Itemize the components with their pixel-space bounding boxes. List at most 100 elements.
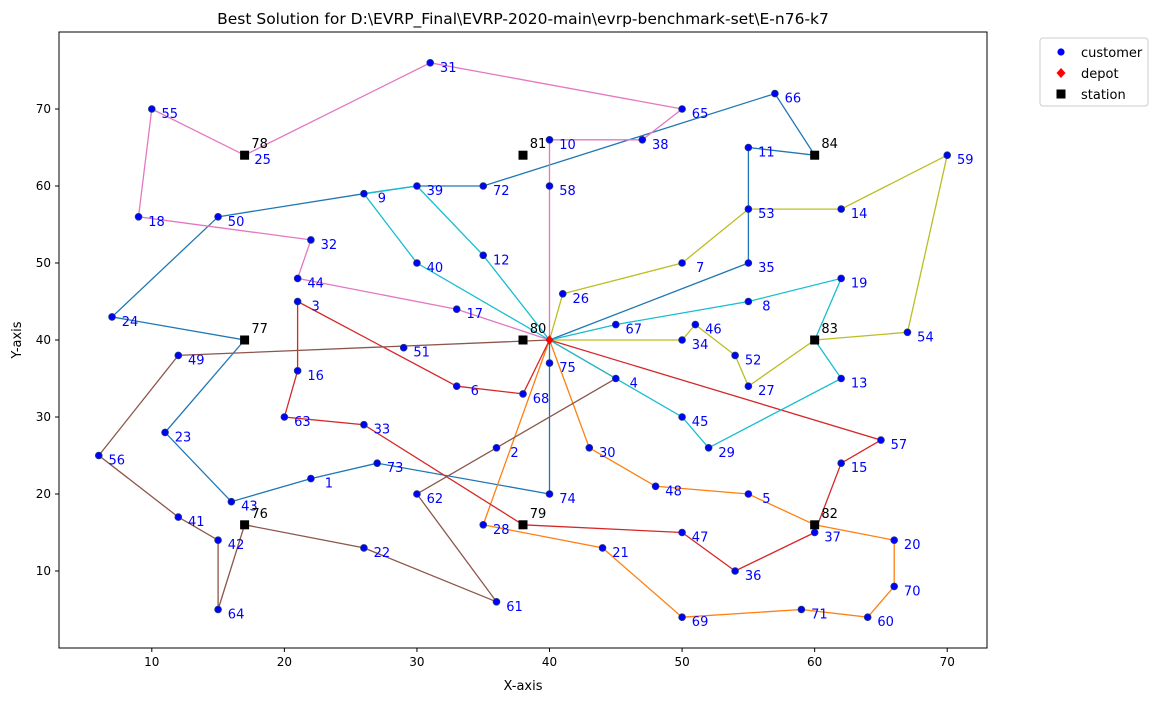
customer-label-68: 68 xyxy=(533,392,550,407)
x-axis-label: X-axis xyxy=(504,679,543,694)
customer-label-49: 49 xyxy=(188,353,205,368)
customer-marker-31 xyxy=(426,58,435,67)
customer-label-7: 7 xyxy=(696,261,704,276)
customer-marker-51 xyxy=(399,343,408,352)
y-tick-label: 50 xyxy=(36,256,51,270)
customer-marker-41 xyxy=(174,513,183,521)
customer-label-51: 51 xyxy=(413,346,430,361)
customer-marker-48 xyxy=(651,482,660,491)
customer-marker-67 xyxy=(611,320,620,329)
customer-label-30: 30 xyxy=(599,446,616,461)
customer-marker-42 xyxy=(214,536,222,544)
y-tick-label: 70 xyxy=(36,102,51,116)
customer-label-16: 16 xyxy=(307,369,324,384)
customer-marker-10 xyxy=(545,136,554,144)
station-label-78: 78 xyxy=(251,137,268,152)
customer-label-57: 57 xyxy=(891,438,908,453)
customer-label-37: 37 xyxy=(824,531,841,546)
customer-marker-12 xyxy=(479,251,488,260)
customer-marker-7 xyxy=(678,259,686,267)
customer-label-1: 1 xyxy=(325,477,333,492)
customer-marker-70 xyxy=(890,582,898,591)
customer-label-35: 35 xyxy=(758,261,775,276)
y-tick-label: 30 xyxy=(36,410,51,424)
customer-label-36: 36 xyxy=(745,569,762,584)
y-tick-label: 60 xyxy=(36,179,51,193)
customer-marker-75 xyxy=(545,359,554,367)
station-label-77: 77 xyxy=(251,322,268,337)
customer-legend-marker xyxy=(1057,48,1065,56)
station-marker-79 xyxy=(518,520,528,530)
customer-legend-label: customer xyxy=(1081,46,1143,61)
customer-marker-50 xyxy=(214,213,222,221)
route-4 xyxy=(283,300,883,572)
y-tick-label: 40 xyxy=(36,333,51,347)
customer-label-22: 22 xyxy=(374,546,391,561)
chart-title: Best Solution for D:\EVRP_Final\EVRP-202… xyxy=(217,10,829,29)
customer-marker-59 xyxy=(943,151,952,160)
station-marker-80 xyxy=(518,335,528,345)
station-legend-marker xyxy=(1056,89,1066,99)
customer-marker-62 xyxy=(413,490,421,498)
customer-marker-57 xyxy=(877,436,885,444)
station-label-80: 80 xyxy=(530,322,547,337)
station-marker-78 xyxy=(240,150,250,160)
customer-marker-60 xyxy=(863,613,872,621)
customer-marker-21 xyxy=(598,544,607,552)
customer-label-74: 74 xyxy=(559,492,576,507)
customer-label-48: 48 xyxy=(665,484,682,499)
customer-label-54: 54 xyxy=(917,330,934,345)
station-label-84: 84 xyxy=(821,137,838,152)
customer-marker-73 xyxy=(373,459,381,468)
customer-marker-26 xyxy=(558,289,567,298)
customer-marker-46 xyxy=(691,320,700,329)
customer-label-14: 14 xyxy=(851,207,868,222)
customer-label-64: 64 xyxy=(228,608,245,623)
customer-marker-63 xyxy=(280,413,289,421)
customer-label-43: 43 xyxy=(241,500,258,515)
customer-marker-2 xyxy=(492,443,501,452)
customer-marker-54 xyxy=(903,328,912,337)
customer-label-3: 3 xyxy=(311,300,319,315)
customer-label-23: 23 xyxy=(175,430,192,445)
customer-marker-37 xyxy=(810,528,819,537)
customer-marker-71 xyxy=(797,605,806,614)
customer-marker-29 xyxy=(704,443,713,452)
customer-marker-34 xyxy=(678,336,686,344)
legend: customer depot station xyxy=(1039,37,1149,107)
customer-label-32: 32 xyxy=(321,238,338,253)
x-tick-label: 60 xyxy=(807,655,822,669)
customer-marker-56 xyxy=(94,451,103,460)
customer-marker-13 xyxy=(837,374,845,383)
markers-layer xyxy=(94,58,952,621)
legend-frame xyxy=(1039,37,1149,107)
customer-label-70: 70 xyxy=(904,584,921,599)
station-legend-label: station xyxy=(1081,88,1126,103)
customer-marker-15 xyxy=(837,459,845,468)
customer-marker-40 xyxy=(413,259,421,267)
x-tick-label: 10 xyxy=(144,655,159,669)
y-tick-label: 10 xyxy=(36,564,51,578)
customer-label-75: 75 xyxy=(559,361,576,376)
x-axis: 10 20 30 40 50 60 70 xyxy=(144,648,955,669)
customer-label-50: 50 xyxy=(228,215,245,230)
customer-marker-49 xyxy=(174,351,183,360)
customer-label-52: 52 xyxy=(745,353,762,368)
y-axis: 10 20 30 40 50 60 70 xyxy=(36,102,59,578)
x-tick-label: 30 xyxy=(409,655,424,669)
customer-label-24: 24 xyxy=(122,315,139,330)
customer-marker-44 xyxy=(293,274,302,283)
customer-label-17: 17 xyxy=(466,307,483,322)
customer-marker-43 xyxy=(227,497,236,506)
customer-label-20: 20 xyxy=(904,538,921,553)
customer-label-62: 62 xyxy=(427,492,444,507)
customer-marker-61 xyxy=(492,597,501,606)
customer-marker-1 xyxy=(307,474,315,483)
customer-label-71: 71 xyxy=(811,608,828,623)
customer-label-40: 40 xyxy=(427,261,444,276)
station-marker-82 xyxy=(810,520,820,530)
customer-marker-64 xyxy=(214,605,222,614)
customer-label-34: 34 xyxy=(692,338,709,353)
customer-label-67: 67 xyxy=(626,323,643,338)
